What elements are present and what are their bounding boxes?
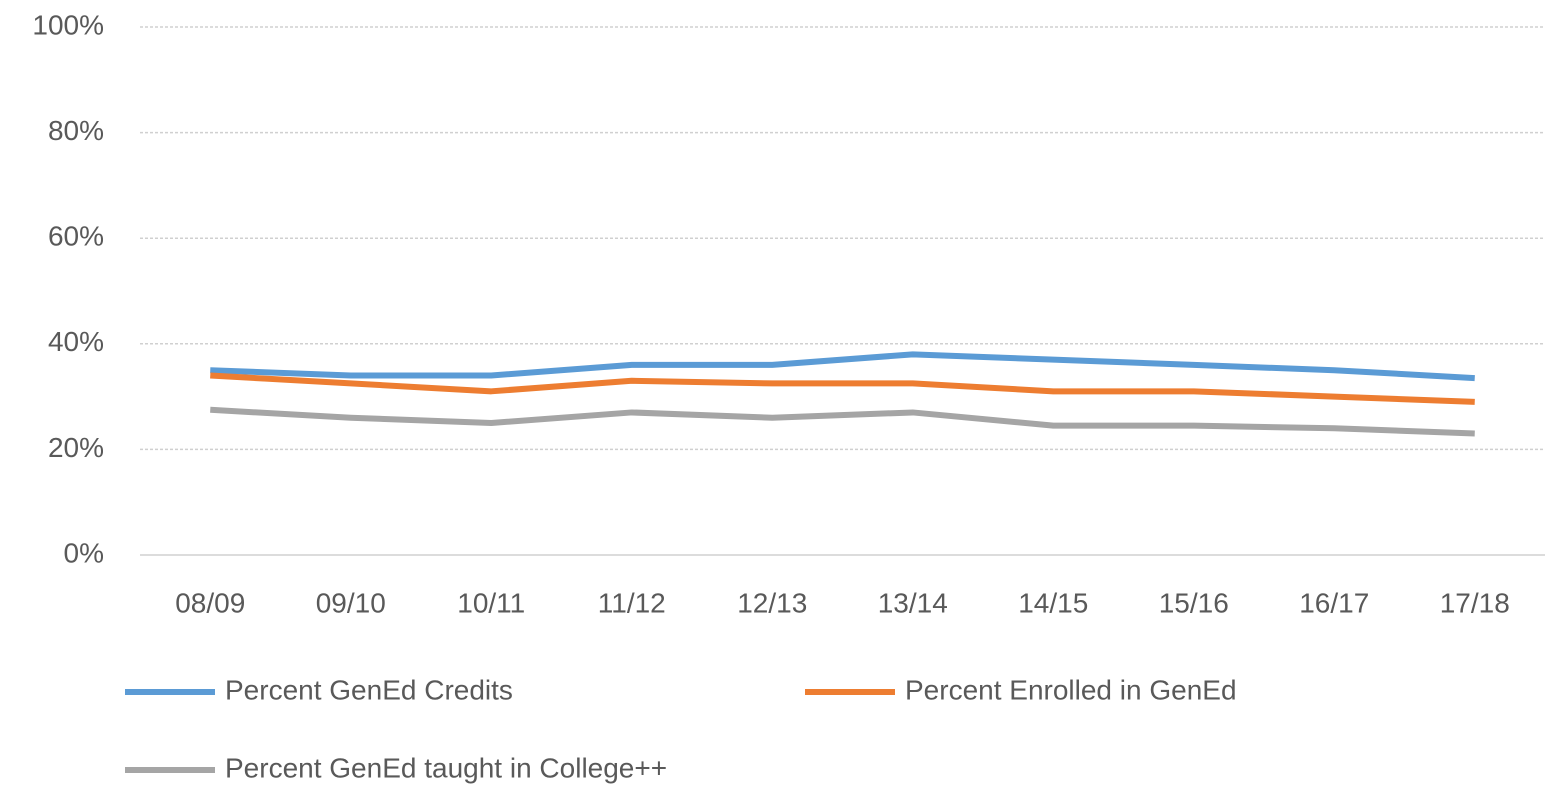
x-tick-label: 10/11 (457, 587, 525, 618)
x-tick-label: 12/13 (737, 587, 807, 618)
y-tick-label: 100% (32, 9, 104, 40)
series-line (210, 406, 1475, 437)
x-tick-label: 09/10 (316, 587, 386, 618)
y-tick-label: 40% (48, 326, 104, 357)
x-tick-label: 11/12 (598, 587, 666, 618)
x-tick-label: 08/09 (175, 587, 245, 618)
x-tick-label: 17/18 (1440, 587, 1510, 618)
series-line (210, 372, 1475, 405)
y-tick-label: 60% (48, 221, 104, 252)
legend-label: Percent GenEd Credits (225, 674, 513, 705)
x-tick-label: 15/16 (1159, 587, 1229, 618)
series-line (210, 351, 1475, 382)
x-tick-label: 14/15 (1018, 587, 1088, 618)
y-tick-label: 80% (48, 115, 104, 146)
y-tick-label: 0% (64, 537, 104, 568)
legend-label: Percent GenEd taught in College++ (225, 752, 667, 783)
x-tick-label: 16/17 (1299, 587, 1369, 618)
y-tick-label: 20% (48, 432, 104, 463)
legend-label: Percent Enrolled in GenEd (905, 674, 1237, 705)
x-tick-label: 13/14 (878, 587, 948, 618)
